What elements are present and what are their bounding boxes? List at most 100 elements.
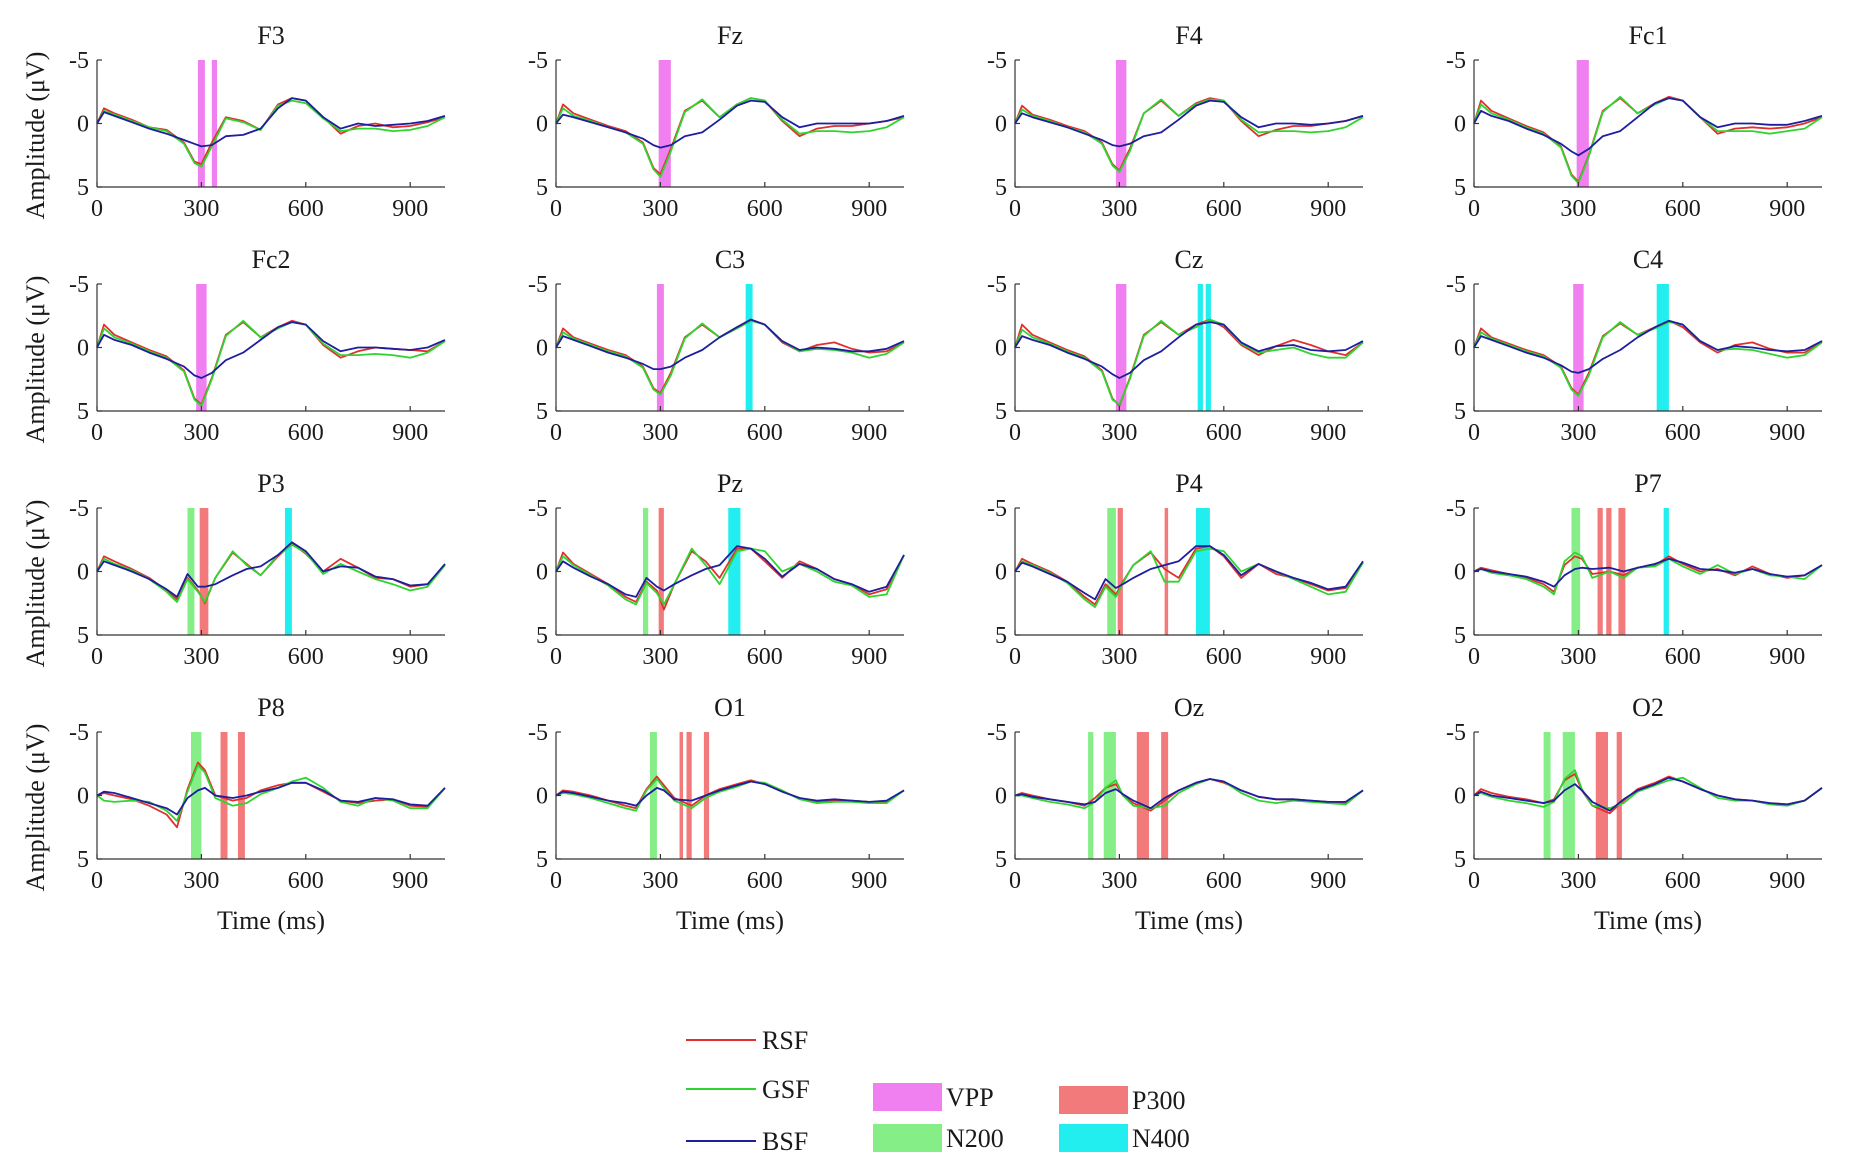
y-tick-label: -5	[987, 720, 1007, 746]
line-bsf	[555, 780, 905, 807]
band-p300	[686, 732, 692, 859]
line-bsf	[1473, 97, 1823, 157]
y-tick-label: 5	[536, 623, 548, 649]
y-tick-label: 0	[536, 560, 548, 586]
y-tick-label: 0	[77, 560, 89, 586]
band-p300	[1597, 508, 1603, 635]
x-tick-label: 600	[288, 644, 324, 670]
line-gsf	[555, 97, 905, 178]
x-tick-label: 300	[1560, 868, 1596, 894]
x-axis-title: Time (ms)	[676, 906, 784, 935]
y-tick-label: -5	[1446, 720, 1466, 746]
y-tick-label: 0	[1454, 336, 1466, 362]
line-gsf	[96, 99, 446, 168]
band-n200	[643, 508, 649, 635]
band-p300	[679, 732, 684, 859]
y-tick-label: -5	[528, 496, 548, 522]
line-gsf	[555, 319, 905, 396]
band-n200	[190, 732, 202, 859]
x-tick-label: 600	[288, 196, 324, 222]
y-tick-label: 5	[995, 399, 1007, 425]
x-tick-label: 0	[1009, 196, 1021, 222]
x-tick-label: 600	[1665, 868, 1701, 894]
x-tick-label: 300	[1101, 644, 1137, 670]
x-tick-label: 600	[1665, 420, 1701, 446]
line-bsf	[1014, 99, 1364, 148]
band-n200	[1088, 732, 1094, 859]
y-tick-label: 5	[995, 175, 1007, 201]
x-tick-label: 600	[747, 420, 783, 446]
x-tick-label: 0	[550, 196, 562, 222]
x-tick-label: 300	[642, 644, 678, 670]
x-axis-title: Time (ms)	[1594, 906, 1702, 935]
legend-label-rsf: RSF	[762, 1026, 808, 1055]
band-p300	[1117, 508, 1123, 635]
y-tick-label: 5	[536, 399, 548, 425]
line-gsf	[96, 764, 446, 822]
panel-title: Fc1	[1629, 21, 1668, 50]
line-gsf	[1015, 778, 1364, 810]
y-tick-label: -5	[987, 48, 1007, 74]
line-bsf	[555, 99, 905, 149]
y-axis-title: Amplitude (μV)	[21, 276, 50, 444]
x-tick-label: 0	[1009, 644, 1021, 670]
line-bsf	[1014, 545, 1364, 601]
line-rsf	[96, 761, 446, 829]
panel-title: Oz	[1174, 693, 1204, 722]
line-rsf	[96, 542, 446, 605]
x-tick-label: 600	[747, 868, 783, 894]
line-rsf	[1473, 555, 1823, 593]
line-gsf	[555, 778, 905, 812]
panel-title: Pz	[717, 469, 743, 498]
x-tick-label: 900	[851, 196, 887, 222]
panel-title: F4	[1175, 21, 1202, 50]
x-tick-label: 300	[183, 420, 219, 446]
y-tick-label: 0	[77, 112, 89, 138]
legend-label-n200: N200	[946, 1124, 1004, 1153]
x-tick-label: 300	[1101, 420, 1137, 446]
x-tick-label: 0	[1468, 644, 1480, 670]
x-tick-label: 600	[1665, 196, 1701, 222]
line-gsf	[96, 543, 446, 603]
y-tick-label: -5	[1446, 48, 1466, 74]
panel-title: Fz	[717, 21, 743, 50]
y-axis-title: Amplitude (μV)	[21, 724, 50, 892]
y-tick-label: 5	[536, 175, 548, 201]
x-tick-label: 300	[1560, 420, 1596, 446]
x-tick-label: 0	[91, 868, 103, 894]
legend-swatch-n200	[873, 1124, 942, 1152]
y-tick-label: -5	[987, 272, 1007, 298]
y-tick-label: -5	[69, 272, 89, 298]
band-n400	[1656, 284, 1669, 411]
band-vpp	[1576, 60, 1589, 187]
band-n200	[1543, 732, 1551, 859]
legend-swatch-p300	[1059, 1086, 1128, 1114]
x-tick-label: 0	[1468, 196, 1480, 222]
y-tick-label: -5	[987, 496, 1007, 522]
band-p300	[658, 508, 664, 635]
legend-label-p300: P300	[1132, 1086, 1185, 1115]
x-tick-label: 900	[1310, 644, 1346, 670]
band-n200	[1562, 732, 1575, 859]
band-p300	[1164, 508, 1169, 635]
x-tick-label: 600	[1665, 644, 1701, 670]
x-tick-label: 0	[1009, 868, 1021, 894]
band-vpp	[211, 60, 218, 187]
y-tick-label: 5	[77, 175, 89, 201]
line-gsf	[1473, 321, 1823, 397]
panel-title: O1	[714, 693, 746, 722]
x-tick-label: 300	[183, 196, 219, 222]
x-tick-label: 900	[392, 420, 428, 446]
line-gsf	[555, 547, 905, 606]
y-tick-label: -5	[69, 496, 89, 522]
line-gsf	[1014, 318, 1364, 406]
